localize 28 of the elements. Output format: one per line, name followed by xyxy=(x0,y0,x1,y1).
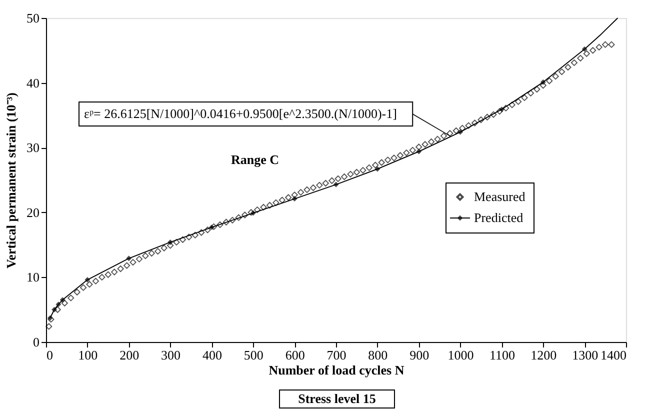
text: Stress level 15 xyxy=(298,391,376,406)
annotation: Range C xyxy=(231,152,280,167)
x-tick-label: 300 xyxy=(161,348,181,362)
x-tick-label: 1200 xyxy=(530,348,557,362)
y-tick-label: 30 xyxy=(26,140,40,156)
y-tick-label: 50 xyxy=(26,10,40,26)
x-tick-label: 900 xyxy=(410,348,430,362)
y-tick-label: 40 xyxy=(26,75,40,90)
y-tick-label: 0 xyxy=(33,334,40,350)
x-tick-label: 700 xyxy=(326,348,346,362)
y-tick-label: 20 xyxy=(26,204,40,220)
legend-label: Predicted xyxy=(474,210,524,225)
x-tick-label: 1000 xyxy=(448,348,474,362)
y-tick-label: 10 xyxy=(26,270,40,285)
x-tick-label: 200 xyxy=(120,348,140,362)
x-tick-label: 1300 xyxy=(572,348,598,362)
x-tick-label: 800 xyxy=(368,348,388,362)
x-tick-label: 400 xyxy=(202,348,222,362)
x-tick-label: 100 xyxy=(78,348,98,362)
annotation: εᵖ= 26.6125[N/1000]^0.0416+0.9500[e^2.3500.(N/1000)-1] xyxy=(84,106,397,121)
legend-label: Measured xyxy=(474,189,526,204)
x-tick-label: 0 xyxy=(46,348,53,362)
x-tick-label: 1400 xyxy=(600,348,626,362)
x-axis-title: Number of load cycles N xyxy=(268,362,405,378)
y-axis-title: Vertical permanent strain (10⁻³) xyxy=(4,92,18,269)
x-tick-label: 500 xyxy=(244,348,264,362)
x-tick-label: 600 xyxy=(285,348,305,362)
x-tick-label: 1100 xyxy=(489,348,515,362)
